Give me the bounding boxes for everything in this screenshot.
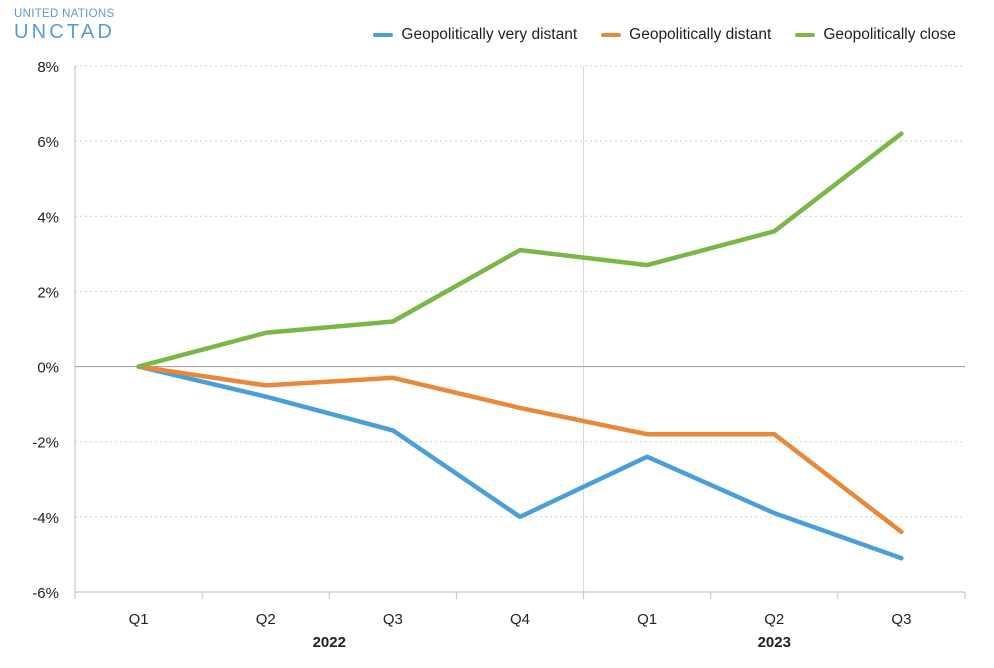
line-series-very-distant xyxy=(136,364,904,561)
logo-bottom-text: UNCTAD xyxy=(14,21,116,43)
x-tick-label: Q2 xyxy=(256,611,276,628)
line-series-close xyxy=(136,131,904,369)
y-tick-label: 2% xyxy=(37,284,59,301)
unctad-logo: UNITED NATIONS UNCTAD xyxy=(14,8,115,43)
x-tick-label: Q1 xyxy=(637,611,657,628)
legend-item-close: Geopolitically close xyxy=(795,26,956,44)
y-tick-label: -6% xyxy=(32,585,59,602)
y-tick-label: -2% xyxy=(32,435,59,452)
y-tick-label: -4% xyxy=(32,510,59,527)
year-label: 2023 xyxy=(758,634,791,651)
x-tick-label: Q3 xyxy=(383,611,403,628)
y-tick-label: 8% xyxy=(37,59,59,76)
legend-label-distant: Geopolitically distant xyxy=(629,26,772,43)
chart-legend: Geopolitically very distant Geopolitical… xyxy=(373,26,956,44)
y-tick-label: 6% xyxy=(37,134,59,151)
x-tick-label: Q1 xyxy=(129,611,149,628)
legend-swatch-very-distant xyxy=(373,33,394,37)
x-tick-label: Q4 xyxy=(510,611,530,628)
legend-label-very-distant: Geopolitically very distant xyxy=(401,26,578,43)
legend-swatch-close xyxy=(795,33,816,37)
line-series-distant xyxy=(136,364,904,535)
legend-label-close: Geopolitically close xyxy=(823,26,956,43)
year-label: 2022 xyxy=(313,634,346,651)
legend-item-very-distant: Geopolitically very distant xyxy=(373,26,577,44)
legend-item-distant: Geopolitically distant xyxy=(601,26,771,44)
x-tick-label: Q3 xyxy=(891,611,911,628)
x-tick-label: Q2 xyxy=(764,611,784,628)
y-tick-label: 4% xyxy=(37,209,59,226)
logo-top-text: UNITED NATIONS xyxy=(14,8,115,20)
legend-swatch-distant xyxy=(601,33,622,37)
y-tick-label: 0% xyxy=(37,360,59,377)
